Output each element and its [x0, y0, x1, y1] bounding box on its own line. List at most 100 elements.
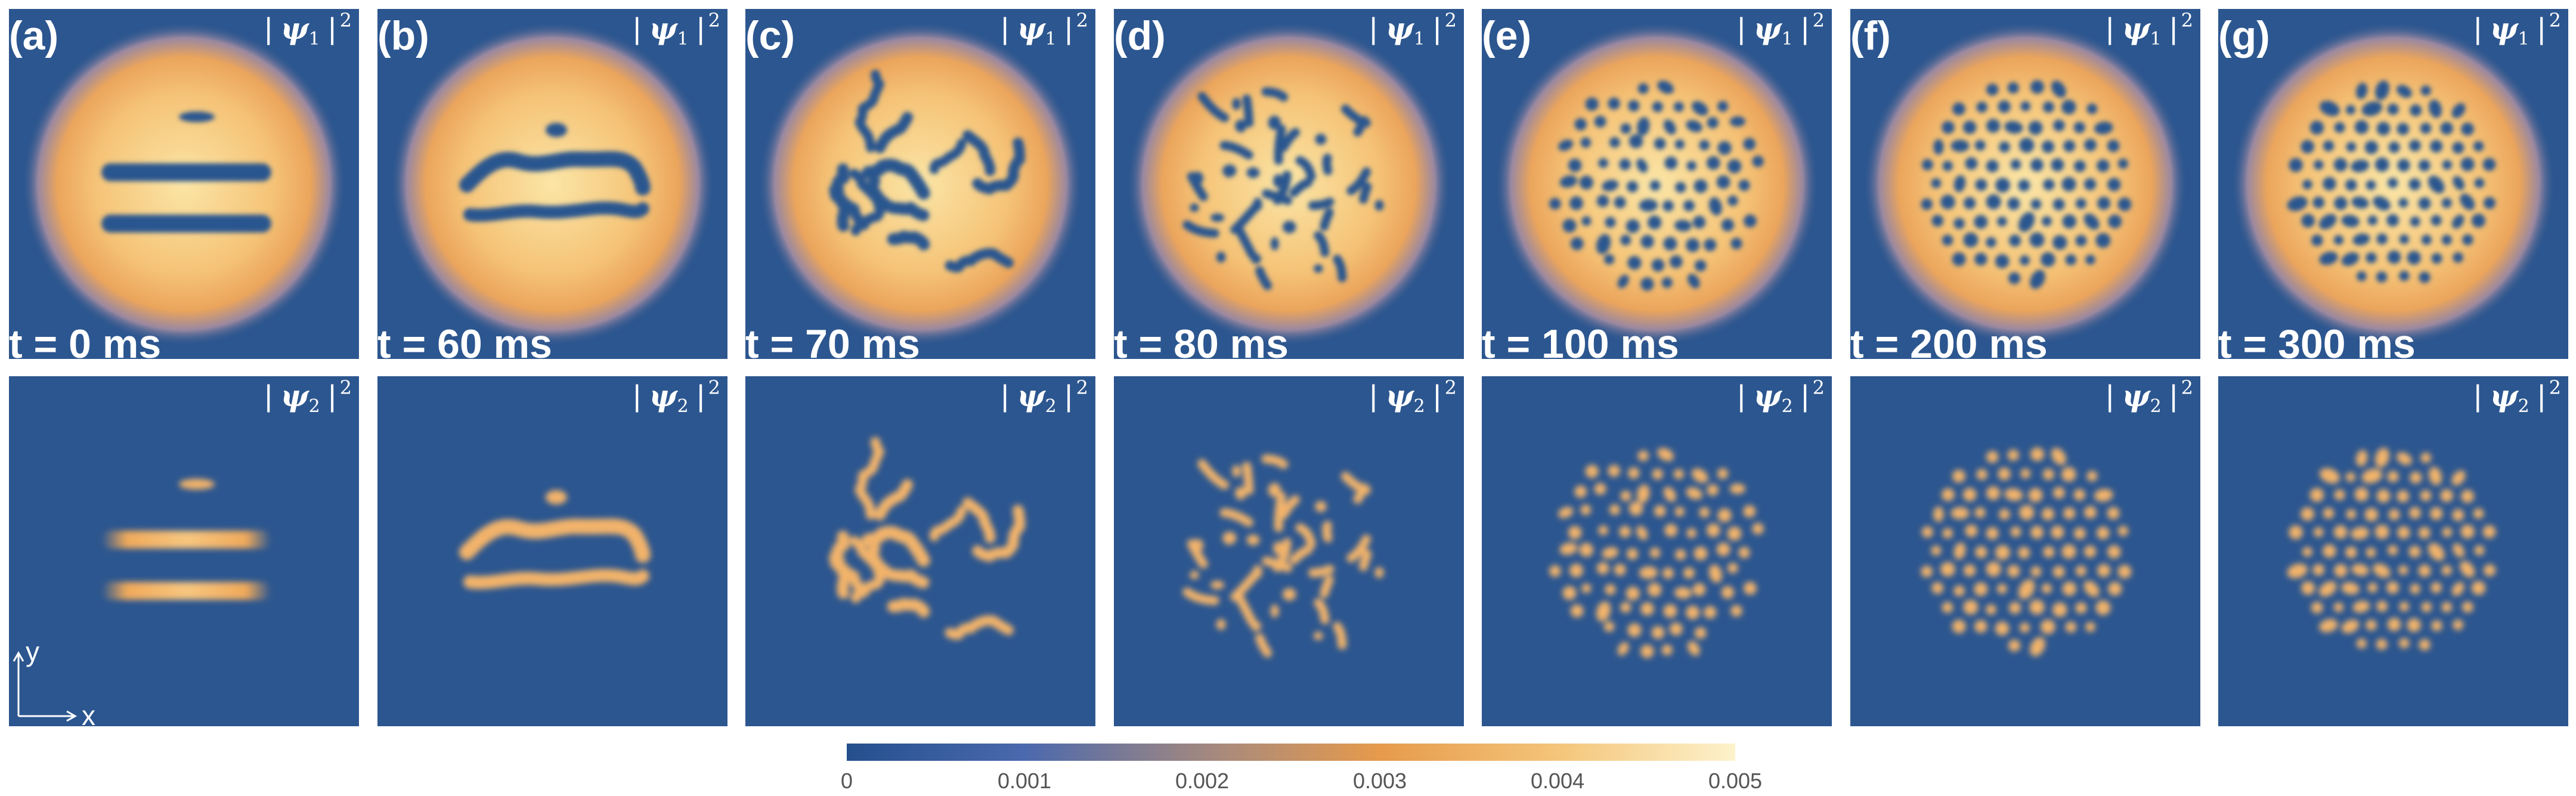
density-feature [1942, 120, 1955, 134]
density-feature [2399, 602, 2410, 612]
density-feature [1986, 451, 1999, 463]
density-feature [1322, 153, 1333, 175]
density-feature [1942, 528, 1953, 538]
density-feature [1346, 167, 1371, 196]
colorbar-tick-label: 0.002 [1175, 769, 1229, 793]
density-feature [2009, 234, 2021, 247]
density-feature [2366, 620, 2377, 631]
density-feature [962, 130, 996, 176]
density-feature [1662, 567, 1674, 579]
density-feature [2399, 637, 2410, 649]
density-feature [2352, 233, 2370, 246]
colorbar-tick-label: 0.003 [1353, 769, 1407, 793]
density-feature [1190, 571, 1199, 580]
colorbar-tick-label: 0.004 [1531, 769, 1584, 793]
y-axis-label: y [26, 636, 39, 667]
density-feature [1962, 488, 1977, 501]
density-feature [1358, 549, 1372, 571]
density-feature [1639, 566, 1658, 579]
density-feature [2083, 545, 2097, 558]
density-feature [2398, 565, 2408, 575]
density-feature [1686, 605, 1700, 620]
colorbar-tick-label: 0 [841, 769, 853, 793]
density-feature [1558, 506, 1574, 519]
panel-4-0: | ψ1 | 2 (e) t = 100 ms [1482, 9, 1832, 367]
density-feature [2301, 140, 2315, 154]
density-feature [2301, 507, 2315, 521]
density-feature [2345, 104, 2356, 115]
panel-6-0: | ψ1 | 2 (g) t = 300 ms [2218, 9, 2568, 367]
density-feature [2062, 214, 2077, 229]
density-feature [2061, 176, 2076, 192]
density-feature [2108, 214, 2122, 228]
density-feature [1346, 534, 1371, 563]
density-feature [1962, 120, 1977, 134]
density-feature [2364, 140, 2379, 154]
density-feature [2429, 466, 2442, 485]
density-feature [2052, 198, 2065, 210]
density-feature [1353, 483, 1369, 504]
density-feature [1273, 174, 1284, 188]
density-feature [1674, 219, 1692, 232]
density-feature [2430, 507, 2443, 520]
density-feature [2319, 213, 2337, 230]
density-feature [2030, 525, 2044, 539]
density-feature [1996, 216, 2007, 227]
density-feature [829, 163, 852, 232]
density-feature [1699, 140, 1710, 151]
density-feature [1694, 627, 1707, 639]
density-feature [1662, 200, 1674, 212]
density-feature [2052, 119, 2065, 132]
density-feature [2083, 581, 2100, 597]
density-feature [1210, 213, 1225, 222]
density-feature [2107, 140, 2120, 153]
density-feature [2042, 101, 2054, 113]
density-feature [1998, 467, 2011, 481]
density-feature [2020, 468, 2031, 479]
density-feature [2431, 582, 2442, 593]
density-feature [1315, 501, 1327, 512]
density-feature [2018, 212, 2035, 233]
density-feature [1706, 523, 1720, 537]
density-feature [1942, 602, 1953, 614]
density-feature [1648, 583, 1662, 597]
panel-2-0: | ψ1 | 2 (c) t = 70 ms [745, 9, 1095, 367]
density-feature [2097, 563, 2111, 577]
density-feature [2341, 252, 2360, 267]
density-feature [2334, 196, 2348, 210]
density-feature [2418, 526, 2431, 539]
density-feature [2010, 526, 2021, 537]
density-feature [2430, 140, 2443, 153]
density-feature [854, 69, 884, 153]
density-feature [849, 535, 885, 603]
panel-5-1: | ψ2 | 2 [1850, 376, 2200, 726]
density-feature [2041, 507, 2055, 521]
density-feature [2366, 252, 2377, 264]
density-feature [1743, 138, 1756, 151]
density-feature [2289, 525, 2303, 540]
density-feature [1940, 562, 1955, 577]
time-label: t = 80 ms [1114, 321, 1289, 367]
density-feature [2376, 600, 2388, 612]
density-feature [179, 111, 215, 122]
density-feature [1717, 141, 1732, 155]
density-feature [2020, 622, 2030, 633]
density-feature [2346, 141, 2357, 152]
density-feature [1620, 234, 1631, 246]
density-feature [1232, 98, 1241, 110]
density-feature [1609, 504, 1620, 515]
density-feature [2333, 157, 2348, 172]
density-feature [2453, 176, 2464, 190]
condensate-cloud [21, 21, 346, 346]
density-feature [1663, 604, 1677, 618]
density-feature [2440, 489, 2453, 503]
panel-1-1: | ψ2 | 2 [377, 376, 727, 726]
density-feature [2421, 602, 2432, 612]
density-feature [2301, 213, 2315, 228]
colorbar-tick-label: 0.001 [998, 769, 1051, 793]
density-feature [2341, 582, 2360, 595]
density-feature [1569, 196, 1583, 210]
density-feature [2073, 122, 2085, 134]
density-feature [2460, 157, 2475, 172]
density-feature [1619, 525, 1631, 538]
